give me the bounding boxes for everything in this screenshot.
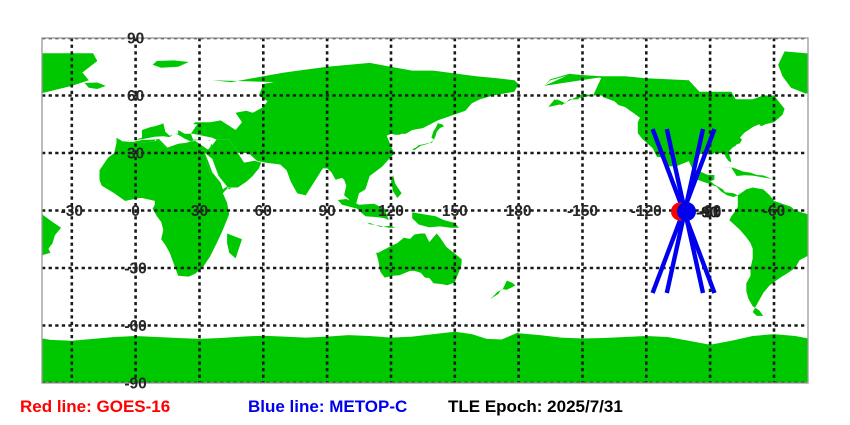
svg-text:180: 180 <box>506 203 532 220</box>
svg-text:-30: -30 <box>61 203 83 220</box>
svg-text:Red line: GOES-16: Red line: GOES-16 <box>20 397 170 416</box>
svg-text:90: 90 <box>127 31 144 48</box>
svg-text:-60: -60 <box>763 203 785 220</box>
svg-text:Blue line: METOP-C: Blue line: METOP-C <box>248 397 407 416</box>
svg-text:30: 30 <box>127 146 144 163</box>
svg-text:30: 30 <box>191 203 208 220</box>
svg-text:-150: -150 <box>567 203 598 220</box>
svg-text:TLE Epoch: 2025/7/31: TLE Epoch: 2025/7/31 <box>448 397 623 416</box>
svg-text:-90: -90 <box>124 376 146 393</box>
svg-text:-30: -30 <box>124 261 146 278</box>
svg-text:60: 60 <box>127 88 144 105</box>
svg-text:0: 0 <box>131 203 140 220</box>
svg-text:-120: -120 <box>631 203 662 220</box>
svg-text:-60: -60 <box>124 318 146 335</box>
svg-text:150: 150 <box>442 203 468 220</box>
svg-text:90: 90 <box>318 203 335 220</box>
svg-text:120: 120 <box>378 203 404 220</box>
svg-text:-90: -90 <box>699 203 721 220</box>
svg-text:60: 60 <box>255 203 272 220</box>
